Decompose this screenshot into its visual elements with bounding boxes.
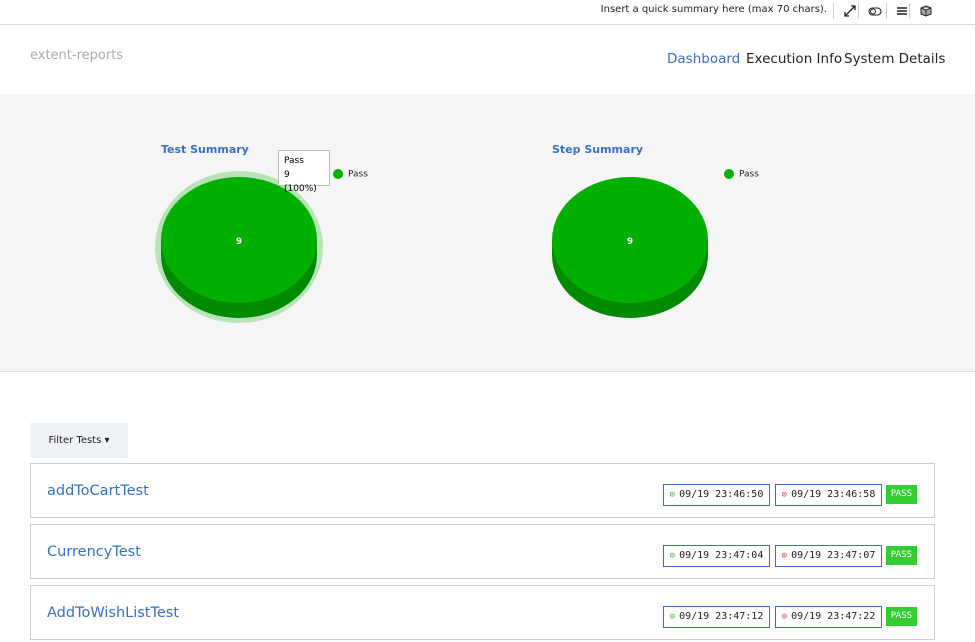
start-time: ⊙ 09/19 23:46:50 [663,484,770,506]
test-name[interactable]: CurrencyTest [47,544,141,560]
status-badge: PASS [886,485,917,504]
pie-label: 9 [627,237,633,247]
legend[interactable]: Pass [333,169,368,180]
clock-icon: ⊙ [781,551,788,561]
fullscreen-icon[interactable] [833,3,858,19]
tooltip-name: Pass [284,156,304,166]
status-badge: PASS [886,607,917,626]
legend-label: Pass [739,169,759,180]
end-time: ⊙ 09/19 23:47:22 [775,606,882,628]
summary: Insert a quick summary here (max 70 char… [600,4,827,15]
chart-title: Step Summary [552,143,644,156]
test-card[interactable]: AddToWishListTest ⊙ 09/19 23:47:12 ⊙ 09/19 2… [30,585,935,640]
end-time: ⊙ 09/19 23:47:07 [775,545,882,567]
tooltip: Pass 9 (100%) [278,150,330,194]
end-time-text: 09/19 23:47:07 [791,550,876,561]
toggle-icon[interactable] [858,3,883,19]
nav-link[interactable]: Execution Info [746,51,843,67]
tooltip-value: 9 (100%) [284,170,317,194]
test-card[interactable]: CurrencyTest ⊙ 09/19 23:47:04 ⊙ 09/19 23:47:… [30,524,935,579]
start-time-text: 09/19 23:47:12 [679,611,764,622]
menu-icon[interactable] [886,3,911,19]
nav-link[interactable]: System Details [844,51,946,67]
start-time: ⊙ 09/19 23:47:12 [663,606,770,628]
status-badge: PASS [886,546,917,565]
nav-link[interactable]: Dashboard [667,51,741,67]
pie-label: 9 [236,237,242,247]
clock-icon: ⊙ [781,612,788,622]
clock-icon: ⊙ [669,612,676,622]
brand: extent-reports [30,48,124,63]
clock-icon: ⊙ [781,490,788,500]
clock-icon: ⊙ [669,551,676,561]
legend[interactable]: Pass [724,169,759,180]
end-time: ⊙ 09/19 23:46:58 [775,484,882,506]
start-time-text: 09/19 23:47:04 [679,550,764,561]
end-time-text: 09/19 23:47:22 [791,611,876,622]
legend-label: Pass [348,169,368,180]
filter-button[interactable]: Filter Tests ▾ [30,423,128,458]
end-time-text: 09/19 23:46:58 [791,489,876,500]
start-time-text: 09/19 23:46:50 [679,489,764,500]
top-bar: Insert a quick summary here (max 70 char… [0,0,975,25]
box-icon[interactable] [909,3,934,19]
filter-label: Filter Tests [48,435,102,446]
pie[interactable] [161,177,317,318]
clock-icon: ⊙ [669,490,676,500]
pie-charts: 9 9 [155,171,708,323]
start-time: ⊙ 09/19 23:47:04 [663,545,770,567]
test-name[interactable]: addToCartTest [47,483,149,499]
pie[interactable] [552,177,708,318]
chart-title: Test Summary [161,143,249,156]
test-card[interactable]: addToCartTest ⊙ 09/19 23:46:50 ⊙ 09/19 23:46… [30,463,935,518]
test-name[interactable]: AddToWishListTest [47,605,180,621]
